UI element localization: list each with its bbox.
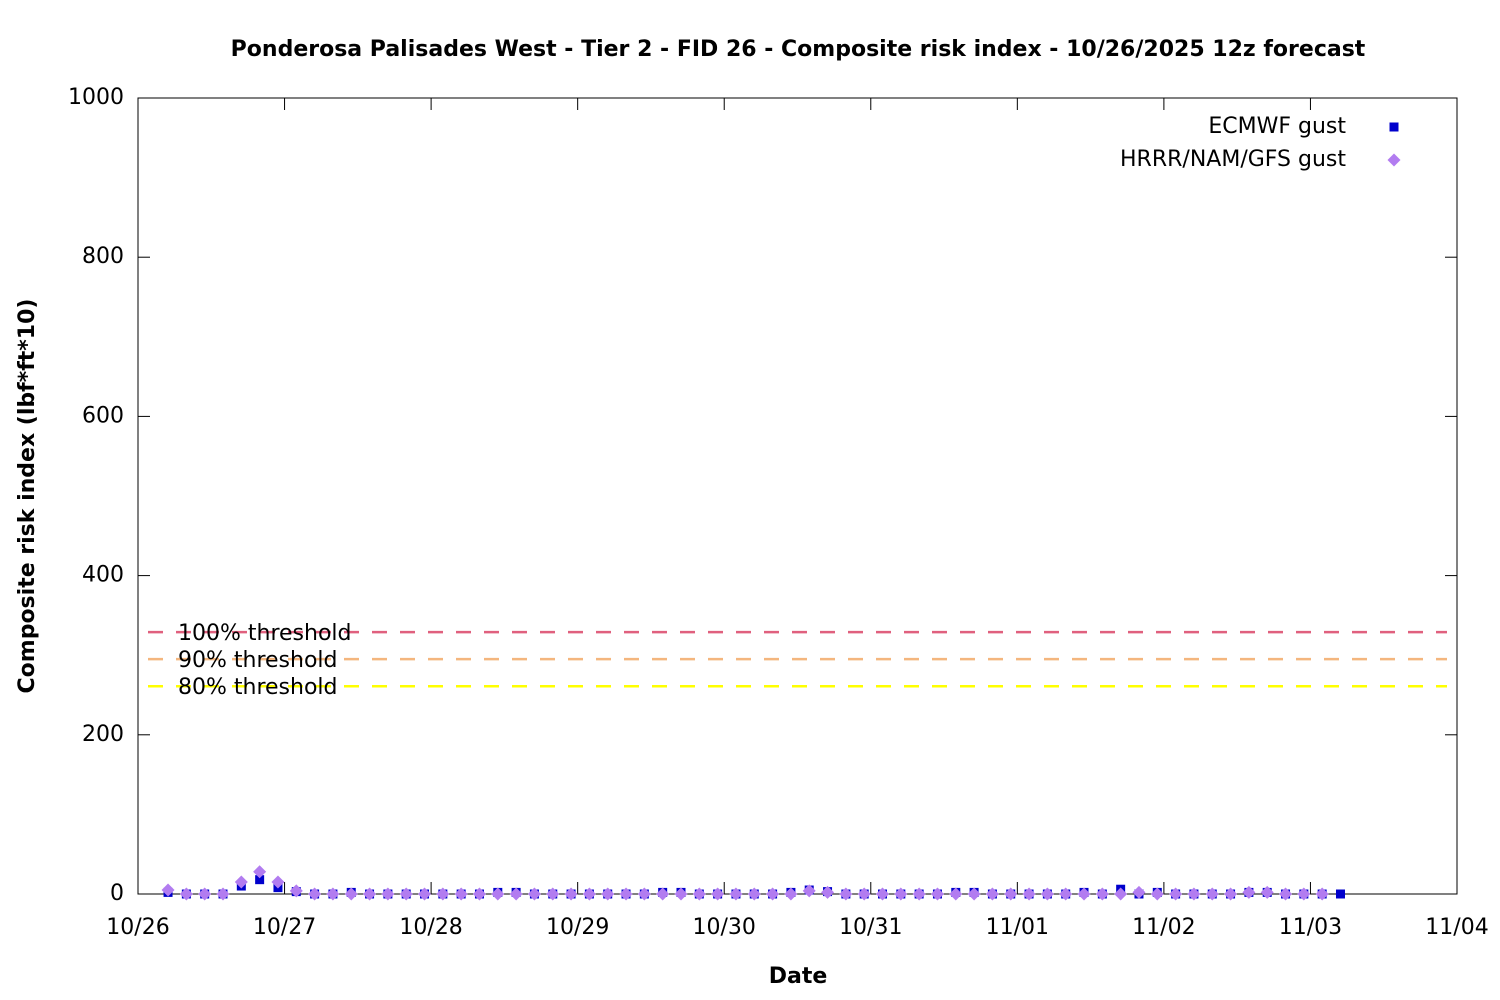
y-tick-label: 1000 (68, 85, 124, 110)
data-point (289, 884, 303, 898)
data-point (857, 887, 871, 901)
y-tick-label: 800 (82, 244, 124, 269)
y-tick-label: 600 (82, 403, 124, 428)
data-point (399, 887, 413, 901)
data-point (1260, 885, 1274, 899)
data-point (912, 887, 926, 901)
x-tick-label: 10/29 (546, 915, 609, 940)
data-point (198, 887, 212, 901)
legend-marker (1389, 122, 1399, 132)
data-point (1242, 885, 1256, 899)
data-point (1297, 887, 1311, 901)
data-point (1169, 887, 1183, 901)
chart-title: Ponderosa Palisades West - Tier 2 - FID … (231, 37, 1366, 62)
threshold-label: 80% threshold (178, 675, 338, 700)
x-tick-label: 11/01 (986, 915, 1049, 940)
y-tick-label: 0 (110, 881, 124, 906)
data-point (766, 887, 780, 901)
data-point (637, 887, 651, 901)
x-tick-label: 10/31 (839, 915, 902, 940)
data-point (1187, 887, 1201, 901)
data-point (564, 887, 578, 901)
threshold-label: 100% threshold (178, 621, 352, 646)
data-point (1059, 887, 1073, 901)
data-point (418, 887, 432, 901)
data-point (1004, 887, 1018, 901)
data-point (1279, 887, 1293, 901)
data-point (729, 887, 743, 901)
x-tick-label: 10/28 (399, 915, 462, 940)
data-point (802, 884, 816, 898)
y-axis-label: Composite risk index (lbf*ft*10) (15, 299, 40, 694)
data-point (821, 885, 835, 899)
x-tick-label: 11/02 (1132, 915, 1195, 940)
data-point (509, 887, 523, 901)
data-point (930, 887, 944, 901)
data-point (967, 887, 981, 901)
data-point (711, 887, 725, 901)
data-point (1040, 887, 1054, 901)
data-point (253, 865, 267, 879)
data-point (363, 887, 377, 901)
data-point (1335, 889, 1345, 899)
x-tick-label: 11/03 (1279, 915, 1342, 940)
data-point (601, 887, 615, 901)
data-point (1022, 887, 1036, 901)
data-point (527, 887, 541, 901)
data-point (454, 887, 468, 901)
data-point (674, 887, 688, 901)
data-point (216, 887, 230, 901)
data-point (344, 887, 358, 901)
data-point (839, 887, 853, 901)
data-point (1132, 885, 1146, 899)
data-point (784, 887, 798, 901)
data-point (656, 887, 670, 901)
data-point (876, 887, 890, 901)
data-point (582, 887, 596, 901)
legend-marker (1387, 153, 1401, 167)
x-tick-label: 10/27 (253, 915, 316, 940)
legend-label: ECMWF gust (1208, 114, 1346, 139)
data-point (1114, 887, 1128, 901)
x-tick-label: 11/04 (1425, 915, 1488, 940)
data-point (234, 875, 248, 889)
data-point (472, 887, 486, 901)
data-point (546, 887, 560, 901)
data-point (491, 887, 505, 901)
data-point (949, 887, 963, 901)
data-point (381, 887, 395, 901)
x-tick-label: 10/30 (693, 915, 756, 940)
data-point (1095, 887, 1109, 901)
data-point (1315, 887, 1329, 901)
data-point (179, 887, 193, 901)
x-tick-label: 10/26 (106, 915, 169, 940)
threshold-label: 90% threshold (178, 648, 338, 673)
plot-frame (137, 97, 1458, 895)
data-point (1224, 887, 1238, 901)
data-point (326, 887, 340, 901)
y-tick-label: 400 (82, 563, 124, 588)
legend-label: HRRR/NAM/GFS gust (1120, 147, 1346, 172)
data-point (1205, 887, 1219, 901)
y-tick-label: 200 (82, 722, 124, 747)
data-point (894, 887, 908, 901)
x-axis-label: Date (769, 964, 828, 989)
data-point (747, 887, 761, 901)
data-point (985, 887, 999, 901)
data-point (308, 887, 322, 901)
data-point (161, 883, 175, 897)
data-point (436, 887, 450, 901)
data-point (692, 887, 706, 901)
data-point (1077, 887, 1091, 901)
data-point (255, 875, 265, 885)
data-point (271, 875, 285, 889)
data-point (1150, 887, 1164, 901)
data-point (619, 887, 633, 901)
